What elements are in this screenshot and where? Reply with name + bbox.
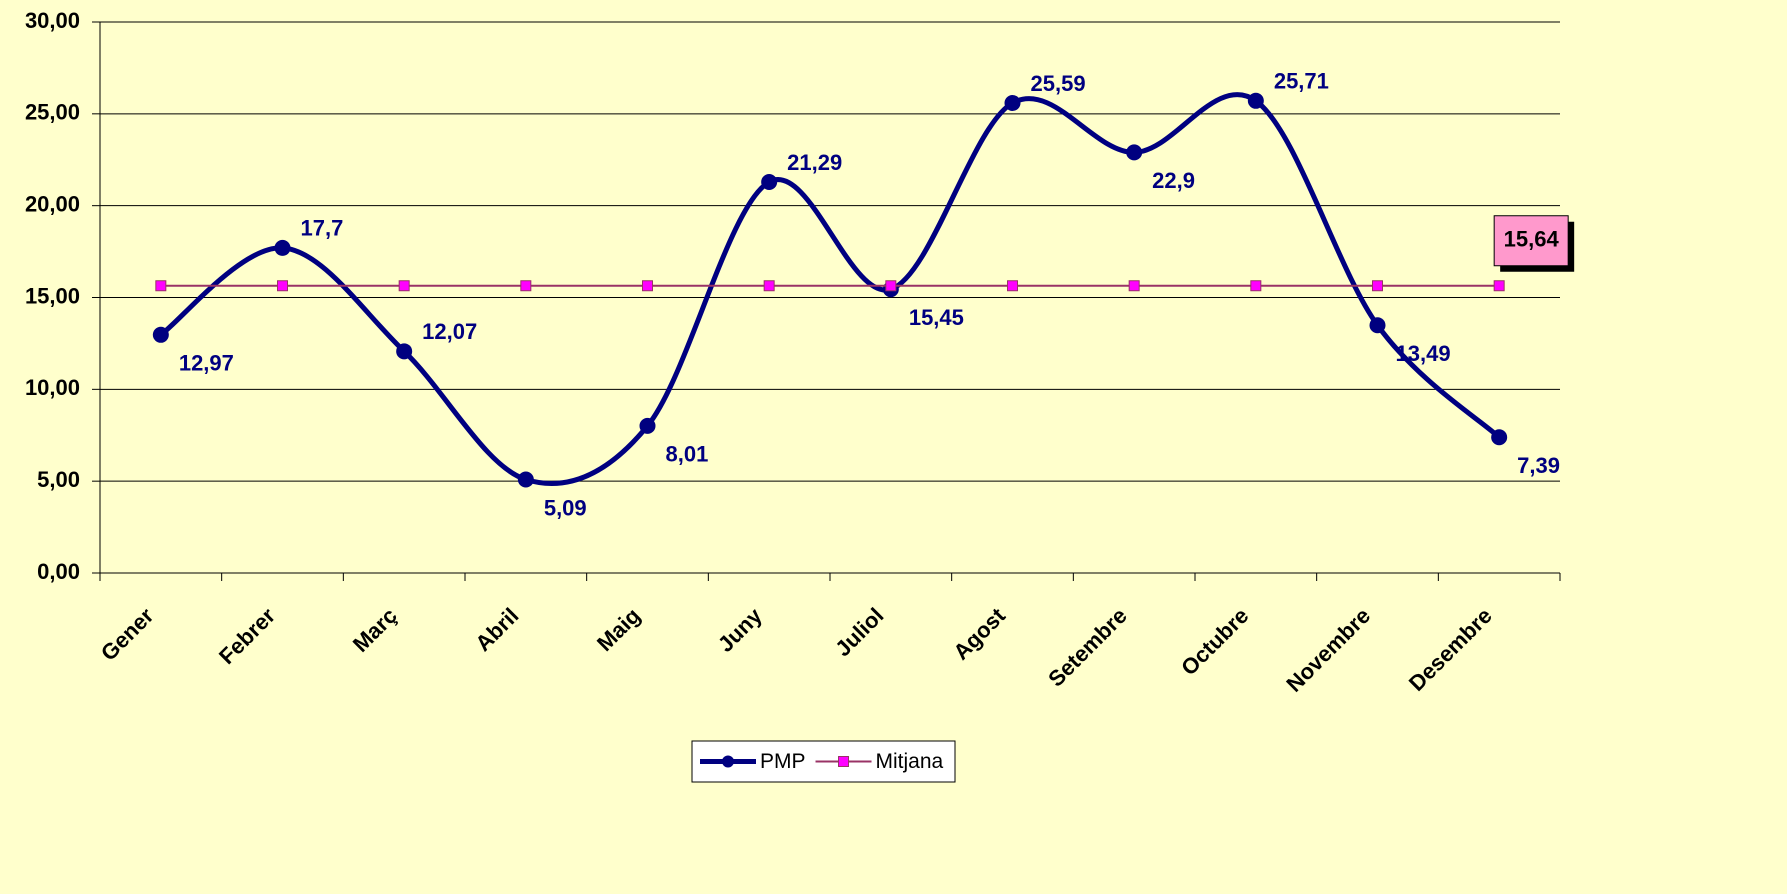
- y-tick-label: 5,00: [37, 467, 80, 492]
- point: [1128, 280, 1140, 292]
- label-box: [1493, 215, 1569, 267]
- data-label: 22,9: [1152, 168, 1195, 193]
- x-tick-label: Gener: [96, 603, 159, 666]
- point: [1247, 92, 1264, 109]
- data-label: 15,45: [909, 305, 964, 330]
- point: [398, 280, 410, 292]
- point: [517, 471, 534, 488]
- data-label: 13,49: [1396, 341, 1451, 366]
- y-tick-label: 20,00: [25, 191, 80, 216]
- x-tick-label: Març: [348, 603, 402, 657]
- point: [277, 280, 288, 292]
- data-label: 12,07: [422, 319, 477, 344]
- x-tick-label: Setembre: [1043, 603, 1132, 692]
- x-tick-label: Abril: [470, 603, 523, 656]
- point: [1004, 94, 1021, 111]
- point: [1250, 280, 1262, 292]
- point: [1126, 144, 1143, 161]
- point: [761, 173, 778, 190]
- legend-label: PMP: [760, 750, 806, 773]
- point: [1493, 280, 1505, 292]
- point: [1007, 280, 1018, 292]
- x-tick-label: Juny: [713, 602, 768, 657]
- point: [520, 280, 532, 292]
- x-tick-label: Octubre: [1176, 603, 1253, 680]
- x-tick-label: Desembre: [1404, 603, 1497, 696]
- y-tick-label: 0,00: [37, 559, 80, 584]
- point: [155, 280, 167, 292]
- data-label: 25,71: [1274, 69, 1329, 94]
- point: [274, 239, 291, 256]
- point: [639, 417, 656, 434]
- data-label: 7,39: [1517, 453, 1560, 478]
- y-tick-label: 10,00: [25, 375, 80, 400]
- point: [1369, 317, 1386, 334]
- data-label: 15,64: [1504, 227, 1560, 252]
- data-label: 8,01: [666, 442, 709, 467]
- point: [642, 280, 653, 292]
- x-tick-label: Febrer: [214, 603, 280, 669]
- data-label: 25,59: [1031, 71, 1086, 96]
- y-tick-label: 15,00: [25, 283, 80, 308]
- point: [152, 326, 169, 343]
- data-label: 5,09: [544, 495, 587, 520]
- x-tick-label: Novembre: [1281, 603, 1375, 697]
- point: [885, 280, 897, 292]
- data-label: 21,29: [787, 150, 842, 175]
- point: [396, 343, 413, 360]
- point: [1372, 280, 1383, 292]
- point: [1491, 429, 1508, 446]
- x-tick-label: Agost: [948, 602, 1010, 664]
- x-tick-label: Maig: [592, 603, 645, 656]
- data-label: 12,97: [179, 351, 234, 376]
- y-tick-label: 25,00: [25, 100, 80, 125]
- legend-marker: [722, 755, 734, 768]
- data-label: 17,7: [301, 216, 344, 241]
- point: [763, 280, 775, 292]
- legend-label: Mitjana: [876, 750, 944, 773]
- legend-marker: [838, 756, 850, 767]
- y-tick-label: 30,00: [25, 8, 80, 33]
- x-tick-label: Juliol: [830, 603, 888, 661]
